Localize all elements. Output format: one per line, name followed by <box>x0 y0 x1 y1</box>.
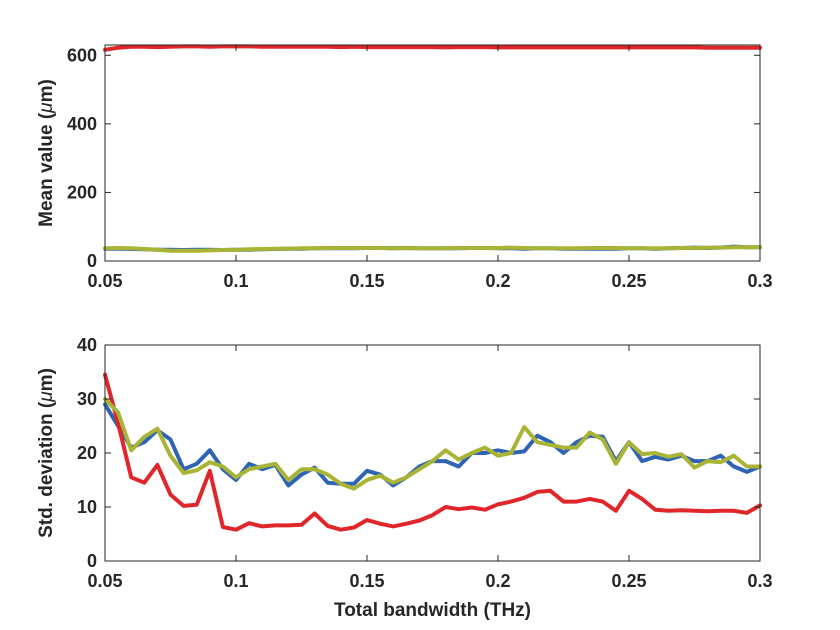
std-deviation-series-line-2 <box>103 372 762 532</box>
mean-value-x-tick-label: 0.05 <box>87 271 122 291</box>
mean-value-y-axis-label: Mean value (μm) <box>36 79 57 227</box>
std-deviation-y-tick-label: 0 <box>87 551 97 571</box>
std-deviation-x-tick-label: 0.15 <box>349 571 384 591</box>
mean-value-x-tick-label: 0.2 <box>485 271 510 291</box>
mean-value-x-tick-label: 0.1 <box>223 271 248 291</box>
mean-value-x-tick-label: 0.15 <box>349 271 384 291</box>
mean-value-y-tick-label: 200 <box>67 182 97 202</box>
mean-value-axes-box <box>104 44 761 262</box>
std-deviation-y-tick-label: 20 <box>77 443 97 463</box>
mean-value-series-line-2 <box>103 44 762 52</box>
std-deviation-x-tick-label: 0.1 <box>223 571 248 591</box>
std-deviation-y-tick-label: 30 <box>77 389 97 409</box>
mean-value-x-tick-label: 0.25 <box>611 271 646 291</box>
mean-value-y-tick-label: 400 <box>67 114 97 134</box>
std-deviation-x-tick-label: 0.3 <box>747 571 772 591</box>
std-deviation-x-tick-label: 0.2 <box>485 571 510 591</box>
std-deviation-y-axis-label: Std. deviation (μm) <box>36 368 57 538</box>
std-deviation-x-axis-label: Total bandwidth (THz) <box>334 600 531 621</box>
std-deviation-x-tick-label: 0.05 <box>87 571 122 591</box>
mean-value-y-tick-label: 0 <box>87 251 97 271</box>
std-deviation-y-tick-label: 10 <box>77 497 97 517</box>
std-deviation-x-tick-label: 0.25 <box>611 571 646 591</box>
std-deviation-y-tick-label: 40 <box>77 335 97 355</box>
mean-value-x-tick-label: 0.3 <box>747 271 772 291</box>
mean-value-panel: 0.05 0.1 0.15 0.2 0.25 0.3 0 200 400 600 Mean valu… <box>36 44 773 291</box>
std-deviation-panel: 0.05 0.1 0.15 0.2 0.25 0.3 0 10 20 30 40 Std. devia… <box>36 335 773 621</box>
mean-value-y-tick-label: 600 <box>67 45 97 65</box>
std-deviation-series-line-3 <box>103 397 762 491</box>
mean-value-series-line-3 <box>103 245 762 253</box>
